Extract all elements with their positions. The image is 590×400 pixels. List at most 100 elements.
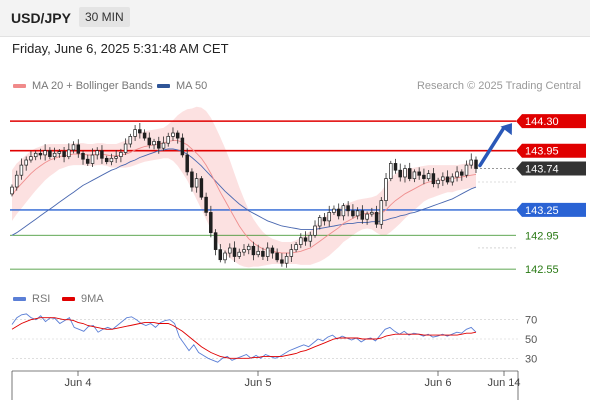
candle — [119, 148, 123, 163]
candle-body — [389, 163, 393, 179]
candle-body — [209, 212, 213, 234]
candle — [152, 138, 156, 150]
candle — [417, 167, 421, 180]
legend-9ma-label: 9MA — [81, 293, 104, 305]
candle-body — [128, 136, 133, 145]
candle — [322, 212, 327, 226]
resistance-label-tag: 143.95 — [516, 143, 586, 158]
candle-body — [180, 137, 185, 156]
candle — [469, 153, 473, 169]
candle — [445, 170, 450, 185]
current-price-label: 143.74 — [525, 163, 559, 175]
candle — [246, 243, 251, 255]
candle-body — [138, 129, 142, 134]
toolbar: USD/JPY 30 MIN — [0, 0, 590, 37]
candle-body — [123, 143, 128, 153]
candle — [474, 156, 478, 174]
candle-body — [308, 234, 313, 242]
candle-body — [445, 176, 450, 183]
candle-body — [100, 150, 104, 159]
resistance-label-tag: 144.30 — [516, 114, 586, 129]
candle-body — [62, 151, 66, 158]
rsi-tick-label: 70 — [525, 315, 537, 327]
legend-9ma: 9MA — [62, 293, 104, 305]
candle — [157, 136, 161, 154]
candle — [43, 144, 47, 161]
candle — [19, 158, 24, 180]
candle — [190, 168, 194, 192]
candle-body — [355, 210, 360, 217]
candle — [403, 164, 407, 183]
time-tick-label: Jun 4 — [65, 377, 92, 389]
candle — [175, 130, 180, 144]
candle — [71, 141, 76, 154]
candle — [171, 127, 175, 141]
candle-body — [190, 171, 194, 188]
candle-body — [10, 186, 14, 195]
legend-ma50: MA 50 — [157, 80, 207, 92]
candle — [275, 248, 279, 263]
candle — [213, 229, 218, 256]
candle-body — [303, 237, 308, 242]
candle — [284, 252, 289, 268]
candle — [185, 148, 189, 176]
candle-body — [171, 132, 175, 137]
candle — [303, 231, 308, 246]
candle — [374, 205, 379, 228]
time-tick-label: Jun 14 — [487, 377, 520, 389]
candle — [251, 241, 256, 261]
resistance-label-bg — [516, 114, 586, 129]
candle — [62, 147, 66, 163]
legend-rsi: RSI — [13, 293, 50, 305]
candle — [104, 155, 109, 165]
candle-body — [441, 176, 445, 181]
candle-body — [341, 205, 346, 217]
candle-body — [81, 152, 85, 160]
current-price-label-bg — [516, 161, 586, 176]
timeframe-button[interactable]: 30 MIN — [79, 7, 130, 27]
candle-body — [360, 210, 365, 220]
candle-body — [374, 212, 379, 225]
candle-body — [223, 252, 227, 261]
candle-body — [365, 213, 369, 220]
candle — [431, 167, 436, 188]
candle-body — [322, 217, 327, 222]
pivot-label: 143.25 — [525, 205, 559, 217]
timestamp: Friday, June 6, 2025 5:31:48 AM CET — [12, 41, 229, 56]
candle — [365, 211, 369, 225]
candle-body — [431, 173, 436, 185]
candle — [393, 158, 398, 174]
forecast-arrowhead — [500, 123, 512, 136]
symbol-title: USD/JPY — [11, 10, 71, 26]
candle-body — [119, 152, 123, 157]
candle-body — [289, 249, 294, 257]
candle — [398, 163, 402, 182]
rsi-line — [11, 313, 477, 363]
candle-body — [166, 136, 170, 144]
rsi-tick-label: 30 — [525, 353, 537, 365]
candle — [76, 139, 81, 158]
credit-text: Research © 2025 Trading Central — [416, 80, 581, 92]
candle-body — [204, 196, 208, 213]
candle — [270, 245, 275, 259]
candle-body — [251, 245, 256, 256]
candle — [14, 170, 19, 191]
candle-body — [24, 159, 28, 166]
candle — [57, 149, 62, 158]
candle — [147, 132, 152, 149]
candle-body — [265, 247, 270, 257]
candle-body — [464, 164, 469, 176]
candle — [384, 173, 388, 207]
candle — [412, 169, 417, 183]
current-price-label-tag: 143.74 — [516, 161, 586, 176]
candle — [52, 147, 57, 161]
candle-body — [346, 205, 350, 212]
candle-body — [232, 247, 237, 257]
candle — [265, 242, 270, 261]
candle-body — [294, 244, 298, 251]
bollinger-band-fill — [12, 106, 476, 268]
candle-body — [422, 174, 426, 179]
candle — [24, 156, 28, 171]
candle-body — [351, 210, 355, 217]
candle — [280, 253, 284, 267]
